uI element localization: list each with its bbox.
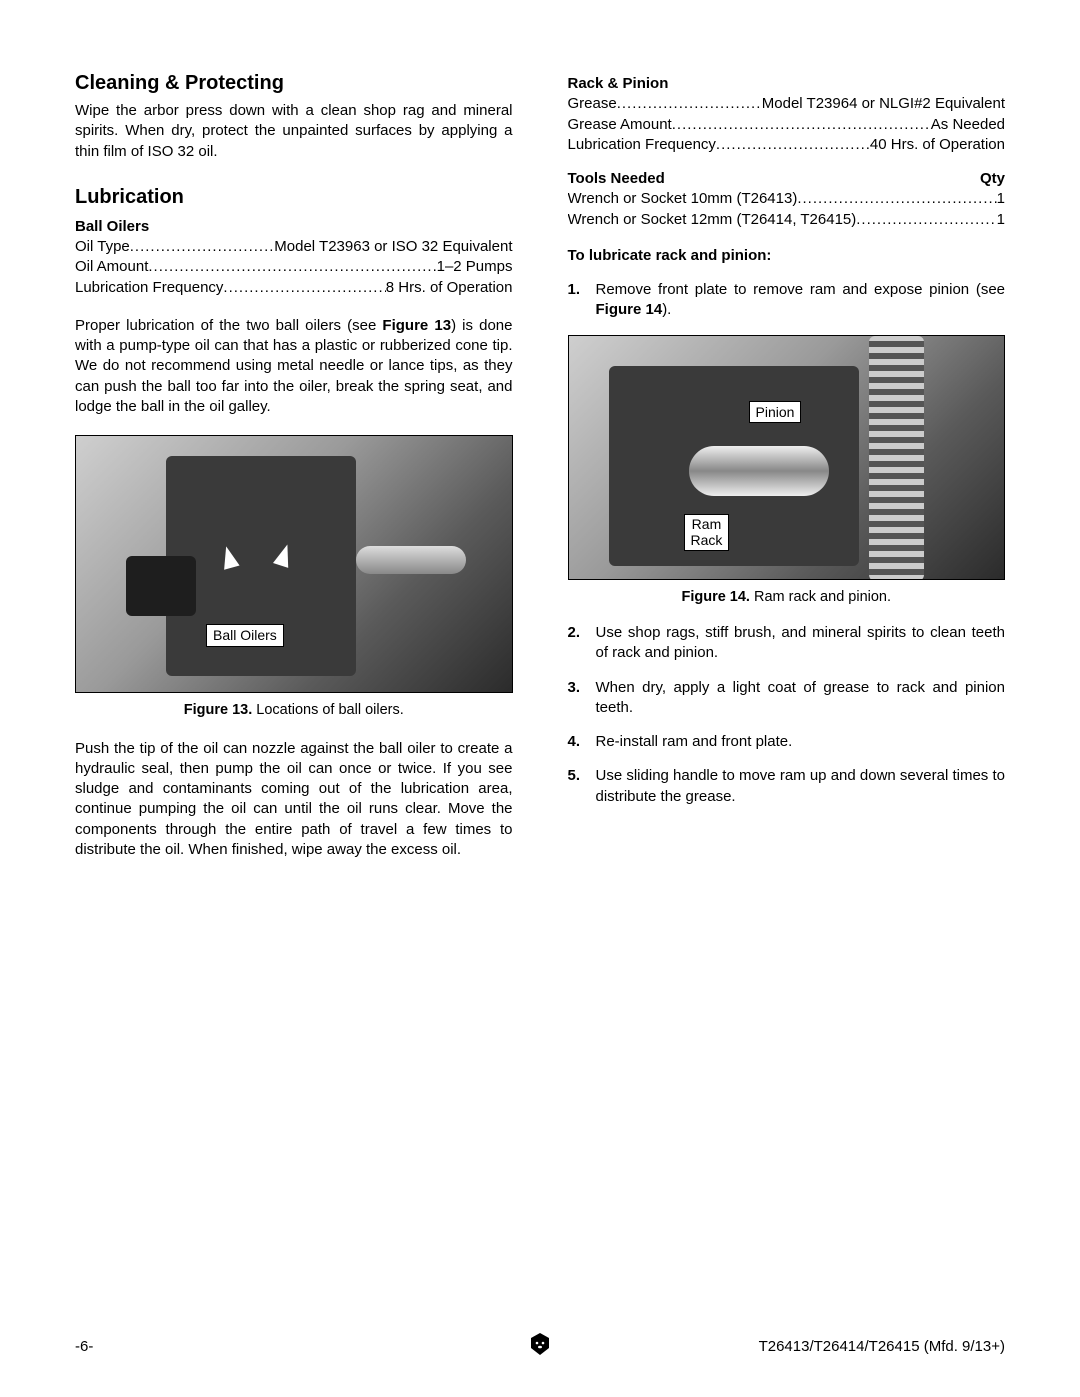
spec-label: Oil Type bbox=[75, 237, 130, 257]
leader-dots bbox=[223, 278, 385, 298]
spec-value: Model T23963 or ISO 32 Equivalent bbox=[274, 237, 512, 257]
text-frag: Remove front plate to remove ram and exp… bbox=[596, 281, 1006, 298]
spec-label: Lubrication Frequency bbox=[75, 278, 223, 298]
qty-label: Qty bbox=[980, 169, 1005, 189]
step-number: 4. bbox=[568, 732, 596, 752]
step-text: Re-install ram and front plate. bbox=[596, 732, 793, 752]
rack-pinion-spec-list: Grease Model T23964 or NLGI#2 Equivalent… bbox=[568, 94, 1006, 155]
step-number: 5. bbox=[568, 766, 596, 807]
spec-row: Wrench or Socket 12mm (T26414, T26415) 1 bbox=[568, 210, 1006, 230]
spec-row: Oil Amount 1–2 Pumps bbox=[75, 257, 513, 277]
figure-14: Pinion Ram Rack bbox=[568, 335, 1006, 580]
step-item: 4.Re-install ram and front plate. bbox=[568, 732, 1006, 752]
leader-dots bbox=[716, 135, 870, 155]
leader-dots bbox=[856, 210, 996, 230]
spec-row: Grease Amount As Needed bbox=[568, 115, 1006, 135]
step-text: When dry, apply a light coat of grease t… bbox=[596, 678, 1006, 719]
step-number: 1. bbox=[568, 280, 596, 321]
spec-row: Lubrication Frequency 40 Hrs. of Operati… bbox=[568, 135, 1006, 155]
caption-text: Ram rack and pinion. bbox=[750, 589, 891, 605]
oil-procedure-para: Push the tip of the oil can nozzle again… bbox=[75, 739, 513, 861]
right-column: Rack & Pinion Grease Model T23964 or NLG… bbox=[568, 70, 1006, 860]
callout-ram-rack: Ram Rack bbox=[684, 514, 730, 550]
leader-dots bbox=[130, 237, 275, 257]
spec-value: 8 Hrs. of Operation bbox=[386, 278, 513, 298]
subhead-rack-pinion: Rack & Pinion bbox=[568, 74, 1006, 94]
spec-value: As Needed bbox=[931, 115, 1005, 135]
figure-13: Ball Oilers bbox=[75, 435, 513, 693]
two-column-layout: Cleaning & Protecting Wipe the arbor pre… bbox=[75, 70, 1005, 860]
tools-list: Wrench or Socket 10mm (T26413) 1Wrench o… bbox=[568, 189, 1006, 230]
subhead-to-lubricate: To lubricate rack and pinion: bbox=[568, 246, 1006, 266]
step-number: 2. bbox=[568, 623, 596, 664]
spec-value: Model T23964 or NLGI#2 Equivalent bbox=[762, 94, 1005, 114]
step-item: 2.Use shop rags, stiff brush, and minera… bbox=[568, 623, 1006, 664]
step-item: 5.Use sliding handle to move ram up and … bbox=[568, 766, 1006, 807]
callout-pinion: Pinion bbox=[749, 401, 802, 424]
figure-ref: Figure 14 bbox=[596, 301, 663, 318]
model-info: T26413/T26414/T26415 (Mfd. 9/13+) bbox=[759, 1337, 1005, 1357]
spec-value: 1 bbox=[997, 210, 1005, 230]
spec-row: Grease Model T23964 or NLGI#2 Equivalent bbox=[568, 94, 1006, 114]
footer-logo-icon bbox=[529, 1332, 551, 1362]
spec-row: Wrench or Socket 10mm (T26413) 1 bbox=[568, 189, 1006, 209]
callout-ball-oilers: Ball Oilers bbox=[206, 624, 284, 647]
page-number: -6- bbox=[75, 1337, 93, 1357]
steps-list-cont: 2.Use shop rags, stiff brush, and minera… bbox=[568, 623, 1006, 807]
subhead-ball-oilers: Ball Oilers bbox=[75, 217, 513, 237]
leader-dots bbox=[672, 115, 931, 135]
figure-ref: Figure 13 bbox=[382, 317, 451, 334]
tools-needed-header: Tools Needed Qty bbox=[568, 169, 1006, 189]
spec-label: Lubrication Frequency bbox=[568, 135, 716, 155]
heading-lubrication: Lubrication bbox=[75, 184, 513, 211]
figure-13-caption: Figure 13. Locations of ball oilers. bbox=[75, 701, 513, 721]
spec-label: Grease bbox=[568, 94, 617, 114]
spec-label: Oil Amount bbox=[75, 257, 148, 277]
leader-dots bbox=[797, 189, 996, 209]
tools-label: Tools Needed bbox=[568, 169, 665, 189]
leader-dots bbox=[617, 94, 762, 114]
step-item: 3.When dry, apply a light coat of grease… bbox=[568, 678, 1006, 719]
spec-row: Oil Type Model T23963 or ISO 32 Equivale… bbox=[75, 237, 513, 257]
step-text: Remove front plate to remove ram and exp… bbox=[596, 280, 1006, 321]
caption-text: Locations of ball oilers. bbox=[252, 702, 404, 718]
spec-row: Lubrication Frequency 8 Hrs. of Operatio… bbox=[75, 278, 513, 298]
left-column: Cleaning & Protecting Wipe the arbor pre… bbox=[75, 70, 513, 860]
figure-14-caption: Figure 14. Ram rack and pinion. bbox=[568, 588, 1006, 608]
leader-dots bbox=[148, 257, 436, 277]
ball-oilers-para: Proper lubrication of the two ball oiler… bbox=[75, 316, 513, 417]
caption-bold: Figure 13. bbox=[184, 702, 253, 718]
spec-value: 1 bbox=[997, 189, 1005, 209]
text-frag: ). bbox=[662, 301, 671, 318]
caption-bold: Figure 14. bbox=[681, 589, 750, 605]
step-item: 1. Remove front plate to remove ram and … bbox=[568, 280, 1006, 321]
spec-label: Wrench or Socket 10mm (T26413) bbox=[568, 189, 798, 209]
steps-list: 1. Remove front plate to remove ram and … bbox=[568, 280, 1006, 321]
spec-label: Grease Amount bbox=[568, 115, 672, 135]
step-text: Use sliding handle to move ram up and do… bbox=[596, 766, 1006, 807]
step-number: 3. bbox=[568, 678, 596, 719]
spec-label: Wrench or Socket 12mm (T26414, T26415) bbox=[568, 210, 857, 230]
step-text: Use shop rags, stiff brush, and mineral … bbox=[596, 623, 1006, 664]
heading-cleaning: Cleaning & Protecting bbox=[75, 70, 513, 97]
page-footer: -6- T26413/T26414/T26415 (Mfd. 9/13+) bbox=[75, 1337, 1005, 1357]
cleaning-text: Wipe the arbor press down with a clean s… bbox=[75, 101, 513, 162]
text-frag: Proper lubrication of the two ball oiler… bbox=[75, 317, 382, 334]
ball-oilers-spec-list: Oil Type Model T23963 or ISO 32 Equivale… bbox=[75, 237, 513, 298]
spec-value: 40 Hrs. of Operation bbox=[870, 135, 1005, 155]
spec-value: 1–2 Pumps bbox=[437, 257, 513, 277]
